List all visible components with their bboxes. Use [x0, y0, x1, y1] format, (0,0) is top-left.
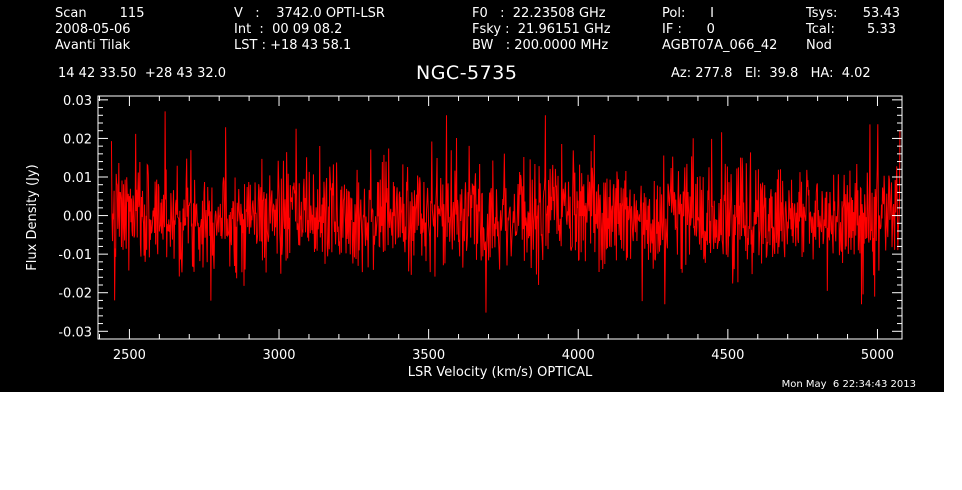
y-tick-label: 0.01: [63, 171, 92, 186]
tcal-label: Tcal:: [806, 22, 835, 37]
sky-frequency: Fsky : 21.96151 GHz: [472, 22, 611, 37]
spectrum-chart: 2500 3000 3500 4000 4500 5000 -0.03 -0.02 -0.01 0…: [25, 94, 903, 380]
integration-time: Int : 00 09 08.2: [234, 22, 343, 37]
timestamp: Mon May 6 22:34:43 2013: [781, 379, 916, 390]
chart-title: NGC-5735: [416, 62, 518, 84]
y-tick-label: 0.02: [63, 132, 92, 147]
y-tick-label: 0.03: [63, 94, 92, 109]
x-tick-label: 4000: [562, 348, 595, 363]
observer-name: Avanti Tilak: [55, 38, 131, 53]
x-axis-label: LSR Velocity (km/s) OPTICAL: [408, 365, 593, 380]
az-el-ha: Az: 277.8 El: 39.8 HA: 4.02: [671, 66, 871, 81]
scan-number: Scan 115: [55, 6, 145, 21]
y-axis-label: Flux Density (Jy): [25, 164, 40, 270]
x-tick-label: 5000: [861, 348, 894, 363]
y-tick-label: -0.02: [58, 287, 92, 302]
y-tick-label: -0.03: [58, 325, 92, 340]
x-tick-label: 3000: [262, 348, 295, 363]
velocity-info: V : 3742.0 OPTI-LSR: [234, 6, 385, 21]
nod-label: Nod: [806, 38, 832, 53]
rest-frequency: F0 : 22.23508 GHz: [472, 6, 606, 21]
plot-frame: [97, 95, 903, 340]
lst-info: LST : +18 43 58.1: [234, 38, 352, 53]
source-coordinates: 14 42 33.50 +28 43 32.0: [58, 66, 227, 81]
x-tick-label: 2500: [113, 348, 146, 363]
tsys-label: Tsys:: [806, 6, 838, 21]
x-tick-label: 4500: [711, 348, 744, 363]
spectrum-line: [110, 111, 901, 313]
x-tick-label: 3500: [412, 348, 445, 363]
y-tick-label: 0.00: [63, 210, 92, 225]
tsys-value: 53.43: [862, 6, 900, 21]
polarization: Pol: I: [662, 6, 714, 21]
bandwidth: BW : 200.0000 MHz: [472, 38, 609, 53]
if-number: IF : 0: [662, 22, 715, 37]
observation-date: 2008-05-06: [55, 22, 131, 37]
y-tick-label: -0.01: [58, 248, 92, 263]
tcal-value: 5.33: [867, 22, 896, 37]
project-id: AGBT07A_066_42: [662, 38, 778, 53]
